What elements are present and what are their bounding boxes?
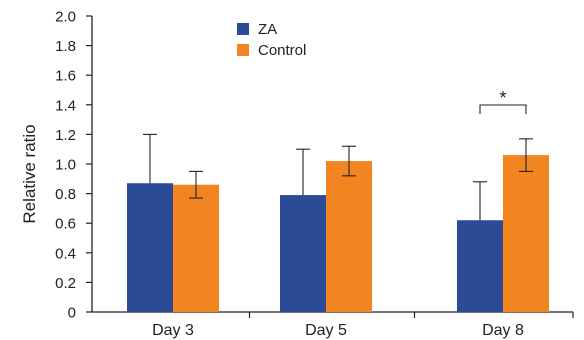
y-tick-label: 1.4	[55, 97, 76, 114]
significance-asterisk: *	[499, 88, 506, 108]
y-tick-label: 0.6	[55, 216, 76, 233]
y-tick-label: 0	[68, 305, 76, 322]
bar-control-day-3	[173, 184, 219, 312]
legend-swatch-za	[237, 23, 249, 35]
x-tick-label: Day 3	[152, 322, 194, 339]
bar-za-day-8	[457, 220, 503, 312]
bar-control-day-5	[326, 161, 372, 312]
x-tick-label: Day 5	[305, 322, 347, 339]
y-tick-label: 0.2	[55, 275, 76, 292]
y-tick-label: 1.8	[55, 38, 76, 55]
y-tick-label: 1.6	[55, 68, 76, 85]
legend-label-za: ZA	[258, 21, 277, 38]
bar-control-day-8	[503, 155, 549, 312]
significance-bracket	[479, 104, 527, 114]
bar-za-day-3	[127, 183, 173, 312]
plot-area: 0 0.2 0.4 0.6 0.8 1.0 1.2 1.4 1.6 1.8 2.0 Day 3 Day …	[55, 9, 574, 339]
x-tick-label: Day 8	[482, 322, 524, 339]
legend-label-control: Control	[258, 42, 306, 59]
y-tick-label: 0.4	[55, 245, 76, 262]
y-tick-label: 1.0	[55, 157, 76, 174]
y-axis-label: Relative ratio	[20, 124, 39, 223]
y-tick-label: 0.8	[55, 186, 76, 203]
legend-swatch-control	[237, 44, 249, 56]
y-tick-label: 1.2	[55, 127, 76, 144]
y-tick-label: 2.0	[55, 9, 76, 26]
bar-za-day-5	[280, 195, 326, 312]
